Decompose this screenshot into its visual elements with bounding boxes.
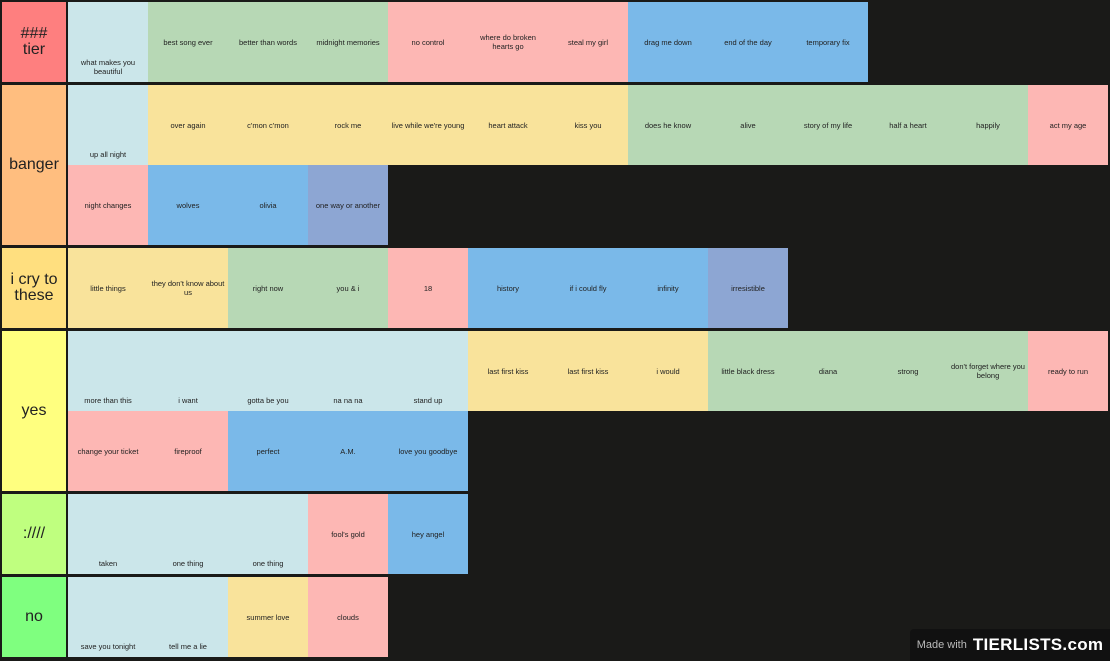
- tier-item[interactable]: clouds: [308, 577, 388, 657]
- tier-item[interactable]: night changes: [68, 165, 148, 245]
- tier-item[interactable]: ready to run: [1028, 331, 1108, 411]
- tier-item[interactable]: better than words: [228, 2, 308, 82]
- tier-item[interactable]: heart attack: [468, 85, 548, 165]
- tier-item[interactable]: i would: [628, 331, 708, 411]
- tier-item[interactable]: na na na: [308, 331, 388, 411]
- tier-item[interactable]: right now: [228, 248, 308, 328]
- tier-item[interactable]: fireproof: [148, 411, 228, 491]
- tier-item[interactable]: little black dress: [708, 331, 788, 411]
- tier-label[interactable]: no: [2, 577, 66, 657]
- tier-item[interactable]: rock me: [308, 85, 388, 165]
- tier-item[interactable]: you & i: [308, 248, 388, 328]
- tier-item[interactable]: last first kiss: [468, 331, 548, 411]
- tier-item[interactable]: alive: [708, 85, 788, 165]
- tier-item[interactable]: summer love: [228, 577, 308, 657]
- tier-item[interactable]: c'mon c'mon: [228, 85, 308, 165]
- tier-item[interactable]: change your ticket: [68, 411, 148, 491]
- tier-items: what makes you beautiful best song ever be…: [68, 2, 1108, 82]
- tier-item[interactable]: midnight memories: [308, 2, 388, 82]
- watermark[interactable]: Made with TIERLISTS.com: [910, 629, 1110, 661]
- tier-item[interactable]: love you goodbye: [388, 411, 468, 491]
- tier-row: i cry to these little things they don't kno…: [2, 248, 1108, 328]
- tier-item[interactable]: A.M.: [308, 411, 388, 491]
- tier-item[interactable]: if i could fly: [548, 248, 628, 328]
- tier-label[interactable]: ### tier: [2, 2, 66, 82]
- tier-item[interactable]: no control: [388, 2, 468, 82]
- tier-item[interactable]: save you tonight: [68, 577, 148, 657]
- tier-item[interactable]: gotta be you: [228, 331, 308, 411]
- watermark-made-with: Made with: [916, 639, 967, 651]
- tier-item[interactable]: olivia: [228, 165, 308, 245]
- tier-items: more than this i want gotta be you na na na…: [68, 331, 1108, 491]
- tier-item[interactable]: over again: [148, 85, 228, 165]
- tier-label[interactable]: i cry to these: [2, 248, 66, 328]
- tier-item[interactable]: fool's gold: [308, 494, 388, 574]
- watermark-logo: TIERLISTS.com: [972, 635, 1104, 654]
- tier-item[interactable]: best song ever: [148, 2, 228, 82]
- tier-item[interactable]: one thing: [228, 494, 308, 574]
- tier-item[interactable]: what makes you beautiful: [68, 2, 148, 82]
- tier-item[interactable]: wolves: [148, 165, 228, 245]
- tier-item[interactable]: happily: [948, 85, 1028, 165]
- tier-label[interactable]: yes: [2, 331, 66, 491]
- tier-item[interactable]: drag me down: [628, 2, 708, 82]
- tier-item[interactable]: kiss you: [548, 85, 628, 165]
- tier-item[interactable]: one way or another: [308, 165, 388, 245]
- tier-row: banger up all night over again c'mon c'mon r…: [2, 85, 1108, 245]
- tier-row: ### tier what makes you beautiful best song…: [2, 2, 1108, 82]
- tier-item[interactable]: more than this: [68, 331, 148, 411]
- tier-item[interactable]: tell me a lie: [148, 577, 228, 657]
- tier-item[interactable]: taken: [68, 494, 148, 574]
- tier-item[interactable]: i want: [148, 331, 228, 411]
- tier-item[interactable]: diana: [788, 331, 868, 411]
- tier-item[interactable]: up all night: [68, 85, 148, 165]
- tier-item[interactable]: strong: [868, 331, 948, 411]
- tier-row: no save you tonight tell me a lie summer lo…: [2, 577, 1108, 657]
- tier-item[interactable]: hey angel: [388, 494, 468, 574]
- tier-item[interactable]: where do broken hearts go: [468, 2, 548, 82]
- tier-item[interactable]: stand up: [388, 331, 468, 411]
- tier-item[interactable]: history: [468, 248, 548, 328]
- tier-item[interactable]: irresistible: [708, 248, 788, 328]
- tier-item[interactable]: act my age: [1028, 85, 1108, 165]
- tier-items: taken one thing one thing fool's gold hey an…: [68, 494, 1108, 574]
- tier-item[interactable]: temporary fix: [788, 2, 868, 82]
- tier-item[interactable]: last first kiss: [548, 331, 628, 411]
- tier-row: :////taken one thing one thing fool's gold h…: [2, 494, 1108, 574]
- tier-item[interactable]: steal my girl: [548, 2, 628, 82]
- tier-items: save you tonight tell me a lie summer love…: [68, 577, 1108, 657]
- tier-item[interactable]: don't forget where you belong: [948, 331, 1028, 411]
- tier-item[interactable]: story of my life: [788, 85, 868, 165]
- tier-item[interactable]: does he know: [628, 85, 708, 165]
- tier-item[interactable]: 18: [388, 248, 468, 328]
- tier-item[interactable]: live while we're young: [388, 85, 468, 165]
- tier-item[interactable]: half a heart: [868, 85, 948, 165]
- tier-label[interactable]: banger: [2, 85, 66, 245]
- tier-items: little things they don't know about us rig…: [68, 248, 1108, 328]
- tier-item[interactable]: they don't know about us: [148, 248, 228, 328]
- tier-item[interactable]: end of the day: [708, 2, 788, 82]
- tier-label[interactable]: :////: [2, 494, 66, 574]
- tier-row: yes more than this i want gotta be you na na…: [2, 331, 1108, 491]
- tier-items: up all night over again c'mon c'mon rock me…: [68, 85, 1108, 245]
- tier-item[interactable]: infinity: [628, 248, 708, 328]
- tier-item[interactable]: little things: [68, 248, 148, 328]
- tier-item[interactable]: one thing: [148, 494, 228, 574]
- tier-item[interactable]: perfect: [228, 411, 308, 491]
